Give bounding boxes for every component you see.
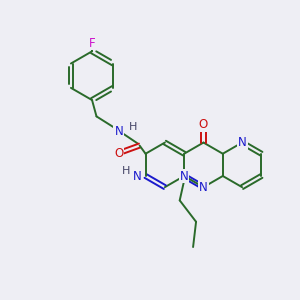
Text: O: O xyxy=(199,118,208,130)
Text: N: N xyxy=(114,125,123,138)
Text: O: O xyxy=(114,147,123,160)
Text: H: H xyxy=(129,122,137,132)
Text: F: F xyxy=(89,37,96,50)
Text: H: H xyxy=(122,166,130,176)
Text: N: N xyxy=(133,169,142,182)
Text: N: N xyxy=(199,181,208,194)
Text: N: N xyxy=(238,136,247,149)
Text: N: N xyxy=(180,169,188,182)
